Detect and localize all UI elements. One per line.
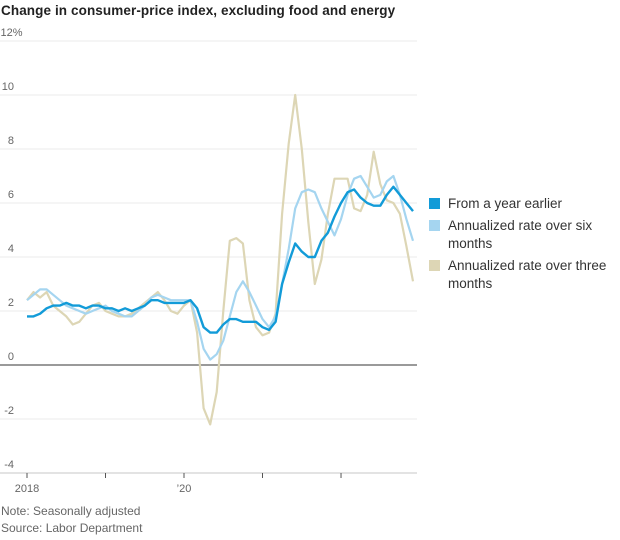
y-axis-label-4: 4 xyxy=(8,243,14,255)
chart-note: Note: Seasonally adjusted xyxy=(1,504,141,518)
y-axis-label-8: 8 xyxy=(8,135,14,147)
series-line-0 xyxy=(27,185,414,334)
y-axis-label-10: 10 xyxy=(2,81,14,93)
legend-label: From a year earlier xyxy=(448,196,563,211)
legend-swatch-icon xyxy=(429,198,440,209)
x-axis-label-2: ’20 xyxy=(177,483,192,495)
legend-label: Annualized rate over three months xyxy=(448,258,607,291)
x-axis-label-0: 2018 xyxy=(15,483,39,495)
y-axis-label-2: 2 xyxy=(8,297,14,309)
series-line-1 xyxy=(26,174,415,361)
y-axis-label-6: 6 xyxy=(8,189,14,201)
series-line-2 xyxy=(26,93,415,426)
legend-swatch-icon xyxy=(429,260,440,271)
y-axis-label-0: 0 xyxy=(8,351,14,363)
legend-label: Annualized rate over six months xyxy=(448,218,593,251)
y-axis-label-12: 12% xyxy=(1,28,23,39)
legend-item-2: Annualized rate over three months xyxy=(429,257,607,293)
cpi-line-chart: -4 -2 0 2 4 6 8 10 12% 2018 ’20 xyxy=(0,28,417,495)
legend-swatch-icon xyxy=(429,220,440,231)
chart-legend: From a year earlier Annualized rate over … xyxy=(429,195,607,297)
y-axis-label--4: -4 xyxy=(4,459,14,471)
legend-item-1: Annualized rate over six months xyxy=(429,217,607,253)
y-axis-label--2: -2 xyxy=(4,405,14,417)
legend-item-0: From a year earlier xyxy=(429,195,607,213)
chart-title: Change in consumer-price index, excludin… xyxy=(1,3,396,18)
chart-source: Source: Labor Department xyxy=(1,521,143,535)
